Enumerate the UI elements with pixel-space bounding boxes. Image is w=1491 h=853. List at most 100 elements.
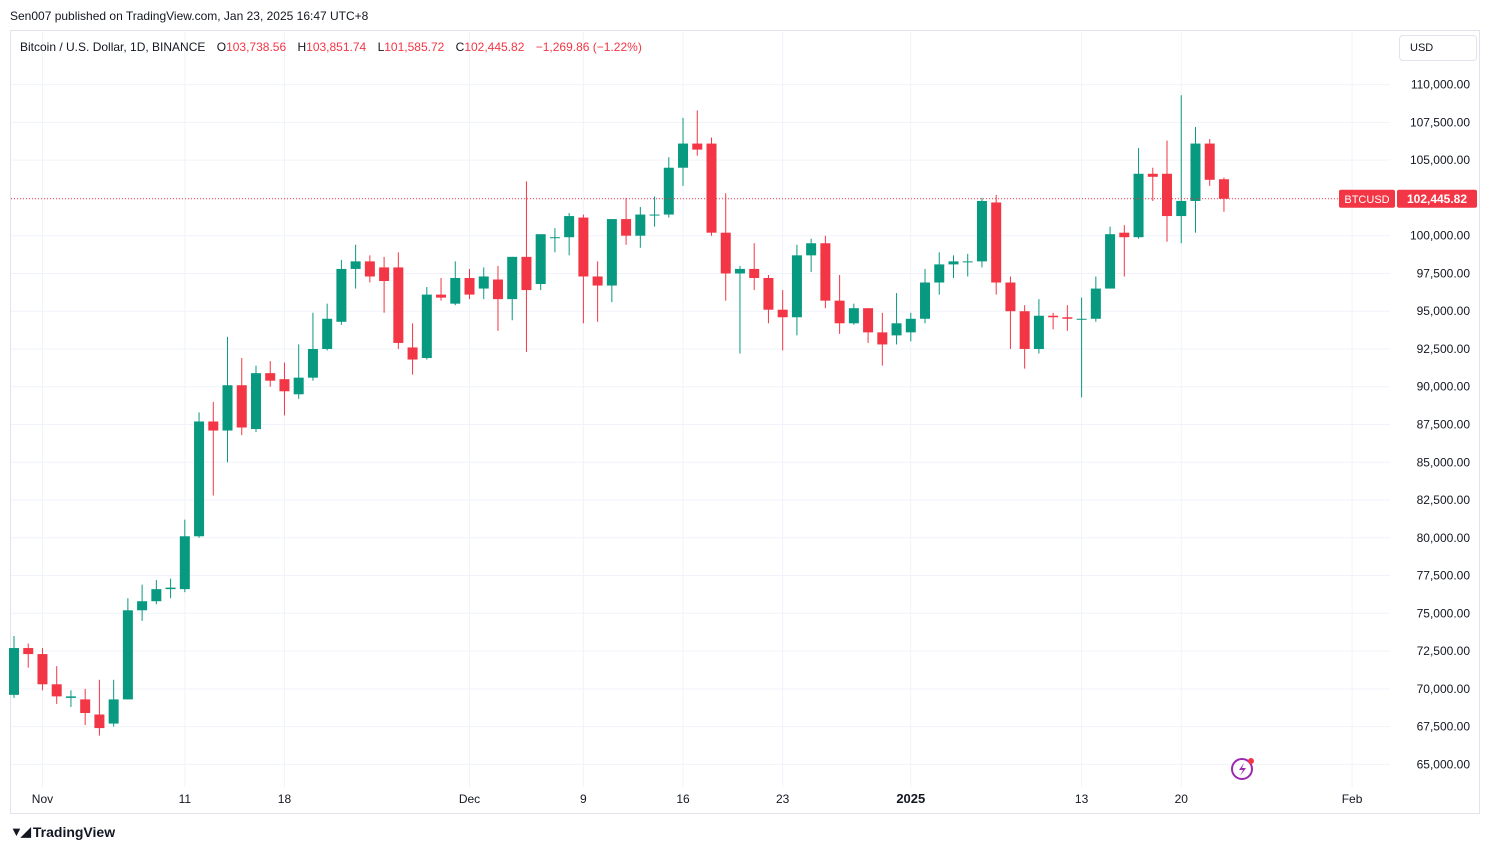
candle bbox=[663, 157, 674, 218]
candle bbox=[265, 361, 276, 387]
candle bbox=[393, 252, 404, 349]
candle bbox=[706, 137, 717, 236]
y-tick-label: 95,000.00 bbox=[1417, 304, 1471, 318]
candle-body bbox=[507, 256, 518, 300]
candle bbox=[1105, 226, 1116, 289]
candle-body bbox=[94, 714, 105, 729]
candle bbox=[108, 679, 119, 727]
time-axis: Nov 11 18 Dec 9 16 23 2025 13 20 Feb bbox=[32, 791, 1363, 806]
news-icon[interactable] bbox=[1231, 758, 1254, 780]
candle bbox=[80, 688, 91, 726]
candle bbox=[37, 648, 48, 691]
brand-name: TradingView bbox=[32, 824, 116, 840]
x-tick-label: Feb bbox=[1342, 792, 1363, 806]
candle bbox=[934, 252, 945, 295]
candle bbox=[151, 580, 162, 605]
candle bbox=[806, 238, 817, 272]
x-tick-label: 16 bbox=[676, 792, 690, 806]
candle-body bbox=[820, 243, 831, 301]
y-tick-label: 77,500.00 bbox=[1417, 569, 1471, 583]
candle bbox=[1005, 276, 1016, 349]
candle bbox=[194, 412, 205, 538]
candle bbox=[322, 303, 333, 351]
candle-body bbox=[991, 202, 1002, 283]
candle bbox=[1147, 167, 1158, 201]
y-tick-label: 107,500.00 bbox=[1410, 115, 1470, 129]
y-tick-label: 65,000.00 bbox=[1417, 757, 1471, 771]
candle-body bbox=[1048, 315, 1059, 318]
candle bbox=[1048, 312, 1059, 330]
candle bbox=[1133, 148, 1144, 239]
candle bbox=[962, 253, 973, 277]
candle bbox=[592, 261, 603, 322]
candle-body bbox=[51, 684, 62, 697]
candle-body bbox=[948, 261, 959, 265]
price-tag-ticker: BTCUSD bbox=[1344, 194, 1389, 206]
candle-body bbox=[706, 143, 717, 233]
x-tick-label: 13 bbox=[1075, 792, 1089, 806]
close-value: 102,445.82 bbox=[464, 40, 525, 54]
candle-body bbox=[592, 276, 603, 286]
candle-body bbox=[549, 237, 560, 239]
candle-body bbox=[720, 232, 731, 274]
candle-body bbox=[1147, 173, 1158, 177]
candle bbox=[122, 598, 133, 700]
candle bbox=[350, 244, 361, 289]
y-tick-label: 82,500.00 bbox=[1417, 493, 1471, 507]
candle-body bbox=[649, 214, 660, 216]
candle bbox=[1090, 276, 1101, 322]
candle-body bbox=[165, 587, 176, 590]
candle-body bbox=[877, 332, 888, 345]
candle bbox=[9, 635, 19, 698]
y-tick-label: 67,500.00 bbox=[1417, 720, 1471, 734]
candle bbox=[635, 207, 646, 248]
x-tick-label: 2025 bbox=[896, 791, 925, 806]
candle-body bbox=[1119, 232, 1130, 238]
candle bbox=[820, 235, 831, 309]
candle-body bbox=[806, 243, 817, 256]
candle-body bbox=[834, 300, 845, 324]
candle bbox=[364, 255, 375, 283]
candle bbox=[51, 666, 62, 704]
candle bbox=[464, 268, 475, 300]
candle-body bbox=[137, 601, 148, 611]
candle-body bbox=[265, 373, 276, 381]
candle bbox=[507, 256, 518, 321]
close-label: C bbox=[455, 40, 465, 54]
candle-body bbox=[179, 536, 190, 590]
candle-body bbox=[905, 318, 916, 333]
candle bbox=[678, 117, 689, 186]
candle bbox=[450, 261, 461, 306]
candle-body bbox=[421, 294, 432, 359]
candle-body bbox=[122, 610, 133, 700]
candle-body bbox=[364, 261, 375, 277]
candle-body bbox=[1218, 179, 1229, 199]
change-value: −1,269.86 (−1.22%) bbox=[535, 40, 642, 54]
candle-body bbox=[279, 379, 290, 392]
candle-body bbox=[407, 347, 418, 360]
candle bbox=[763, 274, 774, 324]
candle-body bbox=[9, 648, 19, 695]
candles bbox=[9, 95, 1229, 736]
candle bbox=[1033, 299, 1044, 354]
price-axis: 110,000.00107,500.00105,000.00102,500.00… bbox=[1410, 78, 1470, 772]
symbol-name[interactable]: Bitcoin / U.S. Dollar, 1D, BINANCE bbox=[20, 40, 206, 54]
candle bbox=[1019, 305, 1030, 369]
candle bbox=[549, 228, 560, 253]
candle bbox=[208, 401, 219, 496]
y-tick-label: 87,500.00 bbox=[1417, 418, 1471, 432]
candle bbox=[250, 365, 261, 433]
candle-body bbox=[678, 143, 689, 168]
footer-brand[interactable]: ▼◢ TradingView bbox=[10, 824, 115, 840]
candle bbox=[293, 344, 304, 399]
candle bbox=[991, 194, 1002, 295]
y-tick-label: 85,000.00 bbox=[1417, 455, 1471, 469]
currency-button[interactable]: USD bbox=[1399, 35, 1477, 61]
candle-body bbox=[848, 308, 859, 324]
candle bbox=[877, 312, 888, 366]
candle bbox=[1176, 95, 1187, 244]
candle-body bbox=[578, 217, 589, 277]
candle bbox=[734, 265, 745, 354]
price-tag-group: BTCUSD 102,445.82 bbox=[1339, 189, 1477, 208]
